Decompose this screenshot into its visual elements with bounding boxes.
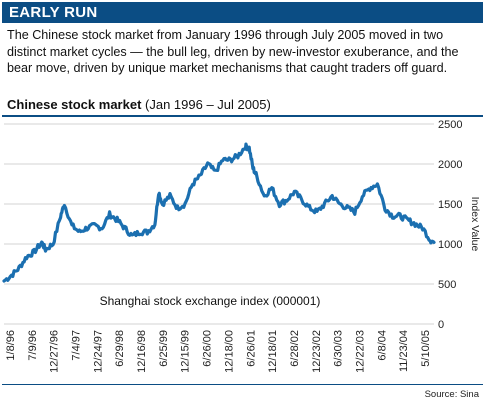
- x-tick-label: 6/25/99: [158, 330, 170, 367]
- x-tick-label: 6/30/03: [333, 330, 345, 367]
- chart-date-range: (Jan 1996 – Jul 2005): [145, 97, 271, 112]
- y-tick-label: 2500: [438, 119, 462, 131]
- intro-paragraph: The Chinese stock market from January 19…: [7, 28, 459, 75]
- title-banner: EARLY RUN: [2, 2, 483, 23]
- x-tick-label: 6/28/02: [289, 330, 301, 367]
- x-tick-label: 12/23/02: [311, 330, 323, 373]
- heading-rule: [2, 115, 483, 117]
- x-tick-label: 5/10/05: [420, 330, 432, 367]
- chart-heading: Chinese stock market (Jan 1996 – Jul 200…: [7, 96, 481, 113]
- x-axis: 1/8/96 7/9/96 12/27/96 7/4/97 12/24/97 6/29/9…: [5, 330, 432, 373]
- x-tick-label: 12/22/03: [354, 330, 366, 373]
- y-tick-label: 1000: [438, 239, 462, 251]
- series-line: [2, 142, 436, 283]
- chart-title: Chinese stock market: [7, 97, 142, 112]
- y-tick-label: 2000: [438, 159, 462, 171]
- x-tick-label: 12/16/98: [136, 330, 148, 373]
- y-tick-label: 500: [438, 279, 456, 291]
- x-tick-label: 1/8/96: [5, 330, 17, 361]
- x-tick-label: 7/4/97: [71, 330, 83, 361]
- x-tick-label: 11/23/04: [398, 330, 410, 372]
- x-tick-label: 12/24/97: [92, 330, 104, 373]
- x-tick-label: 12/27/96: [49, 330, 61, 373]
- x-tick-label: 6/8/04: [376, 330, 388, 361]
- x-tick-label: 6/29/98: [114, 330, 126, 367]
- footer-rule: [2, 384, 483, 385]
- x-tick-label: 12/18/00: [223, 330, 235, 373]
- chart-annotation: Shanghai stock exchange index (000001): [100, 294, 321, 308]
- y-axis-label: Index Value: [469, 197, 481, 252]
- x-tick-label: 7/9/96: [27, 330, 39, 361]
- x-tick-label: 6/26/00: [202, 330, 214, 367]
- x-tick-label: 12/15/99: [180, 330, 192, 373]
- y-axis: 0 500 1000 1500 2000 2500: [438, 119, 462, 331]
- y-tick-label: 1500: [438, 199, 462, 211]
- source-note: Source: Sina: [424, 389, 479, 400]
- banner-title: EARLY RUN: [9, 4, 98, 21]
- x-tick-label: 12/18/01: [267, 330, 279, 373]
- y-tick-label: 0: [438, 319, 444, 331]
- x-tick-label: 6/26/01: [245, 330, 257, 367]
